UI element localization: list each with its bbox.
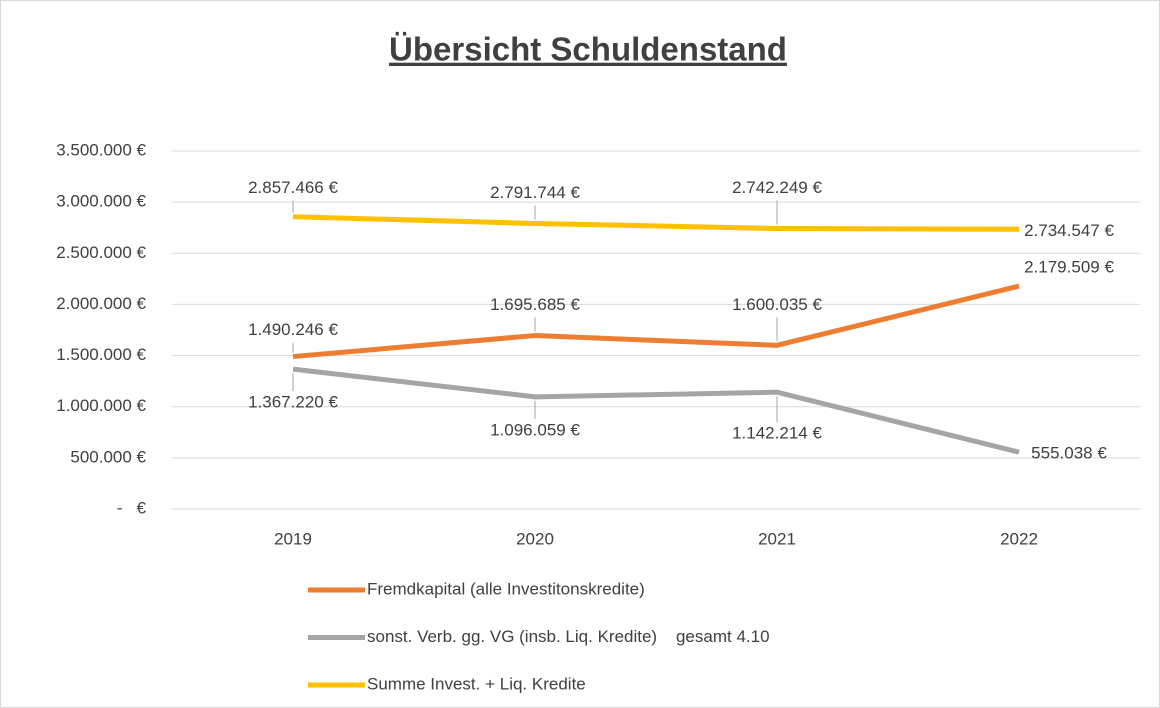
line-series — [292, 214, 1020, 232]
y-tick-label: 1.000.000 € — [56, 396, 146, 415]
line-series — [292, 283, 1020, 360]
data-label: 2.742.249 € — [732, 178, 822, 197]
y-tick-label: - € — [117, 498, 147, 517]
data-label: 1.367.220 € — [248, 393, 338, 412]
data-label: 1.142.214 € — [732, 424, 822, 443]
x-tick-label: 2021 — [758, 529, 796, 548]
x-tick-label: 2022 — [1000, 529, 1038, 548]
y-tick-label: 1.500.000 € — [56, 345, 146, 364]
data-label: 555.038 € — [1031, 444, 1107, 463]
legend-label: sonst. Verb. gg. VG (insb. Liq. Kredite)… — [367, 627, 770, 646]
data-label: 1.096.059 € — [490, 420, 580, 439]
line-series — [292, 366, 1020, 455]
data-label: 2.179.509 € — [1024, 258, 1114, 277]
data-label: 2.734.547 € — [1024, 221, 1114, 240]
y-tick-label: 3.000.000 € — [56, 192, 146, 211]
x-tick-label: 2020 — [516, 529, 554, 548]
data-label: 1.490.246 € — [248, 320, 338, 339]
y-tick-label: 2.000.000 € — [56, 294, 146, 313]
legend-label: Summe Invest. + Liq. Kredite — [367, 674, 586, 693]
data-label: 1.695.685 € — [490, 295, 580, 314]
y-tick-label: 500.000 € — [70, 447, 146, 466]
chart-title: Übersicht Schuldenstand — [389, 31, 787, 68]
data-label: 1.600.035 € — [732, 295, 822, 314]
data-label: 2.857.466 € — [248, 178, 338, 197]
x-tick-label: 2019 — [274, 529, 312, 548]
legend-label: Fremdkapital (alle Investitonskredite) — [367, 579, 645, 598]
data-label: 2.791.744 € — [490, 183, 580, 202]
y-tick-label: 2.500.000 € — [56, 243, 146, 262]
y-tick-label: 3.500.000 € — [56, 140, 146, 159]
